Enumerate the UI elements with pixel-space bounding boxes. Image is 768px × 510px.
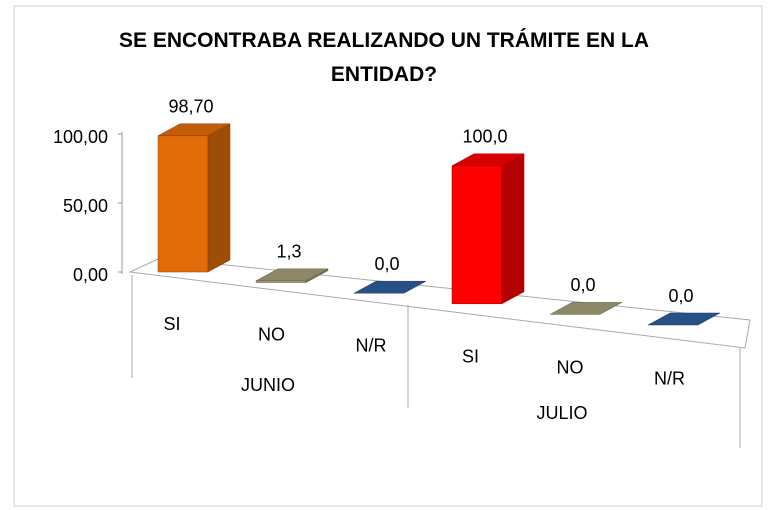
bar-top [255,268,329,282]
bar-top [451,153,525,167]
bar-top [549,302,623,315]
chart-title: SE ENCONTRABA REALIZANDO UN TRÁMITE EN L… [118,29,650,86]
group-label: JUNIO [241,375,295,395]
bar-front [255,280,307,283]
value-label: 100,0 [462,127,507,147]
bar [353,280,427,294]
x-tick-label: N/R [654,368,685,388]
bar-front [157,135,209,273]
x-tick-label: N/R [356,336,387,356]
value-label: 0,0 [668,286,693,306]
bar [549,302,623,315]
y-tick-label: 0,00 [73,265,108,285]
chart-frame [13,5,763,507]
value-label: 1,3 [276,242,301,262]
bar [451,153,525,305]
bar [647,312,721,326]
bar [157,123,231,273]
value-label: 98,70 [168,97,213,117]
value-label: 0,0 [570,275,595,295]
y-tick-label: 100,00 [53,127,108,147]
x-tick-label: NO [557,357,584,377]
x-tick-label: SI [163,314,180,334]
y-tick-label: 50,00 [63,196,108,216]
value-label: 0,0 [374,254,399,274]
bar-top [353,280,427,294]
bar-top [157,123,231,137]
group-label: JULIO [536,403,587,423]
bar [255,268,329,284]
bar-front [451,165,503,305]
bar-side [207,123,231,273]
bar-side [501,153,525,305]
x-tick-label: NO [258,325,285,345]
floor [128,257,751,349]
bar-top [647,312,721,326]
x-tick-label: SI [462,346,479,366]
